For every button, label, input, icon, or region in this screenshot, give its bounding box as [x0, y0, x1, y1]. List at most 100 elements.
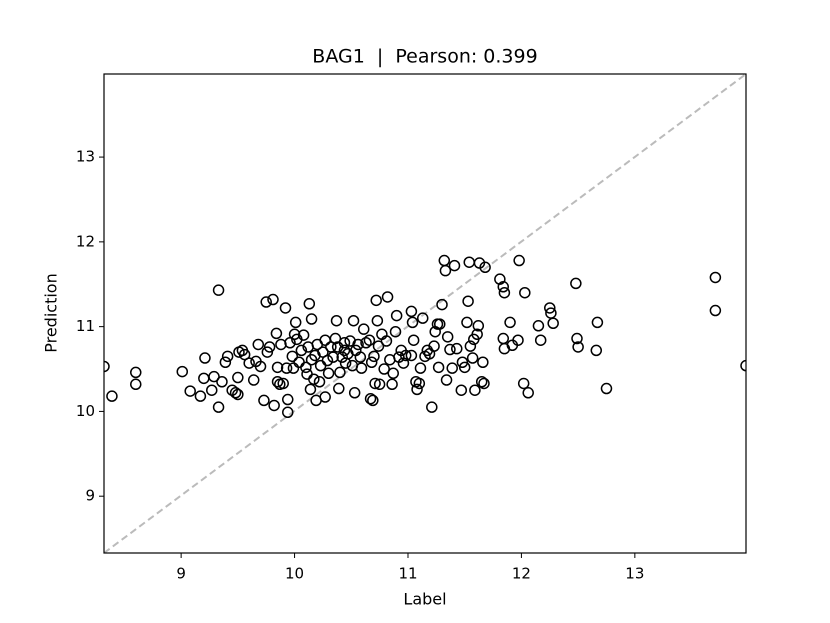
point — [334, 366, 346, 379]
point — [498, 286, 511, 299]
point — [399, 349, 412, 362]
point — [263, 341, 276, 353]
x-tick-label: 10 — [285, 565, 304, 583]
point — [405, 305, 418, 318]
point — [478, 377, 490, 390]
point — [355, 362, 368, 374]
point — [413, 377, 426, 390]
point — [267, 293, 279, 306]
point — [405, 349, 418, 362]
point — [303, 298, 316, 310]
point — [363, 334, 376, 346]
point — [338, 344, 351, 357]
point — [254, 360, 267, 373]
point — [406, 316, 419, 329]
point — [321, 354, 334, 367]
point — [336, 351, 348, 363]
point — [313, 375, 326, 388]
point — [357, 323, 370, 335]
plot-area — [104, 74, 746, 553]
point — [322, 367, 335, 380]
point — [432, 361, 445, 374]
point — [378, 363, 390, 375]
point — [314, 359, 327, 372]
point — [464, 340, 477, 352]
point — [477, 356, 489, 368]
point — [208, 370, 220, 383]
point — [333, 382, 345, 395]
point — [305, 313, 318, 325]
point — [319, 391, 331, 403]
point — [277, 377, 289, 390]
point — [532, 320, 545, 332]
point — [221, 350, 234, 363]
point — [287, 362, 300, 374]
point — [504, 316, 516, 329]
y-tick-label: 13 — [76, 148, 95, 166]
point — [301, 368, 313, 380]
x-tick-label: 11 — [398, 565, 417, 583]
point — [368, 350, 380, 363]
point — [475, 375, 488, 388]
point — [458, 361, 471, 374]
y-tick-label: 11 — [76, 317, 95, 335]
point — [308, 373, 320, 385]
point — [519, 286, 531, 299]
point — [438, 254, 451, 267]
point — [282, 406, 294, 419]
point — [271, 375, 284, 388]
y-tick-label: 12 — [76, 232, 95, 250]
y-axis-label: Prediction — [42, 273, 61, 352]
point — [286, 350, 299, 363]
point — [451, 342, 463, 355]
point — [590, 344, 603, 357]
point — [304, 383, 317, 396]
point — [455, 384, 468, 396]
point — [428, 340, 440, 352]
point — [591, 316, 604, 329]
point — [219, 356, 232, 368]
point — [572, 341, 584, 353]
point — [243, 357, 255, 369]
x-tick-label: 12 — [512, 565, 531, 583]
point — [407, 334, 420, 346]
point — [338, 336, 351, 349]
point — [387, 367, 399, 380]
point — [411, 383, 423, 396]
point — [370, 294, 382, 307]
point — [232, 371, 244, 384]
point — [319, 334, 331, 346]
point — [600, 382, 613, 395]
y-tick-label: 10 — [76, 402, 95, 420]
point — [444, 343, 456, 356]
point — [433, 318, 446, 330]
point — [212, 401, 225, 413]
point — [709, 304, 722, 317]
point — [194, 390, 207, 402]
point — [517, 377, 530, 390]
x-axis-label: Label — [403, 590, 446, 609]
point — [534, 334, 547, 346]
point — [436, 298, 448, 311]
chart-title: BAG1 | Pearson: 0.399 — [312, 46, 537, 68]
point — [339, 357, 352, 369]
point — [389, 325, 402, 338]
x-tick-label: 13 — [625, 565, 644, 583]
y-tick-label: 9 — [85, 487, 95, 505]
point — [441, 331, 454, 343]
point — [386, 378, 398, 391]
point — [330, 314, 343, 327]
point — [414, 362, 427, 374]
point — [130, 378, 142, 391]
point — [260, 296, 272, 308]
point — [462, 295, 474, 307]
point — [327, 351, 339, 363]
point — [544, 302, 556, 314]
plot-frame — [103, 73, 747, 554]
point — [280, 362, 293, 374]
point — [216, 375, 228, 388]
point — [258, 394, 270, 407]
point — [367, 394, 379, 407]
